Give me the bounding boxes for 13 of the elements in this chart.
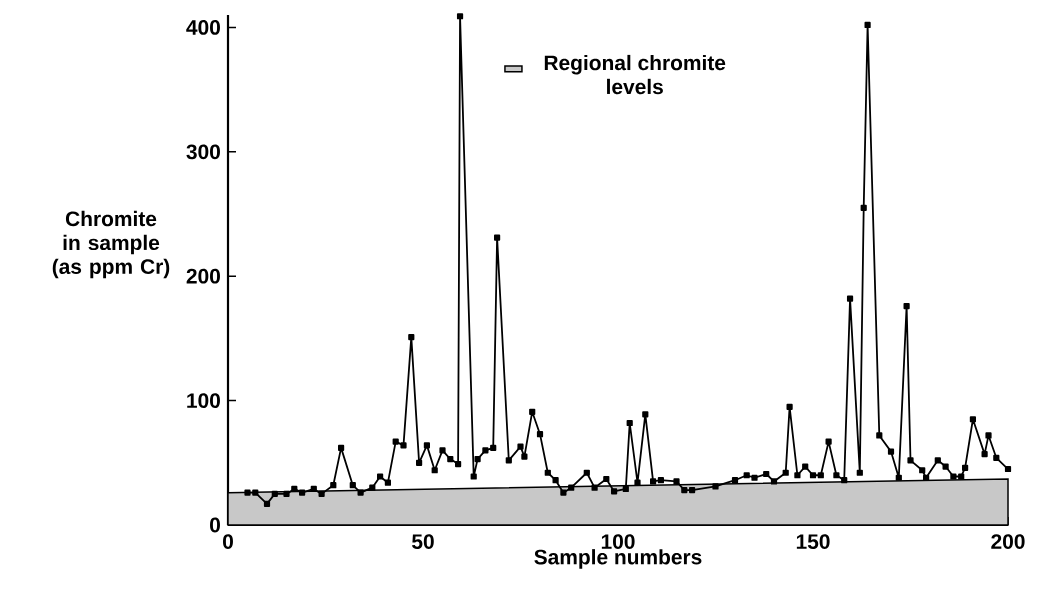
x-tick-label: 100 — [601, 534, 635, 549]
y-axis-title: Chromite in sample (as ppm Cr) — [52, 210, 170, 279]
y-tick-label: 100 — [187, 393, 220, 409]
x-tick-label: 50 — [412, 534, 434, 549]
x-tick-label: 200 — [991, 534, 1025, 549]
y-tick-label: 0 — [210, 517, 220, 533]
x-tick-label: 0 — [223, 534, 233, 549]
x-tick-label: 150 — [796, 534, 830, 549]
legend-label: Regional chromite levels — [544, 54, 726, 95]
x-axis-title: Sample numbers — [534, 549, 702, 569]
y-tick-label: 200 — [186, 268, 220, 284]
y-tick-label: 400 — [186, 20, 220, 35]
y-tick-label: 300 — [186, 144, 220, 160]
